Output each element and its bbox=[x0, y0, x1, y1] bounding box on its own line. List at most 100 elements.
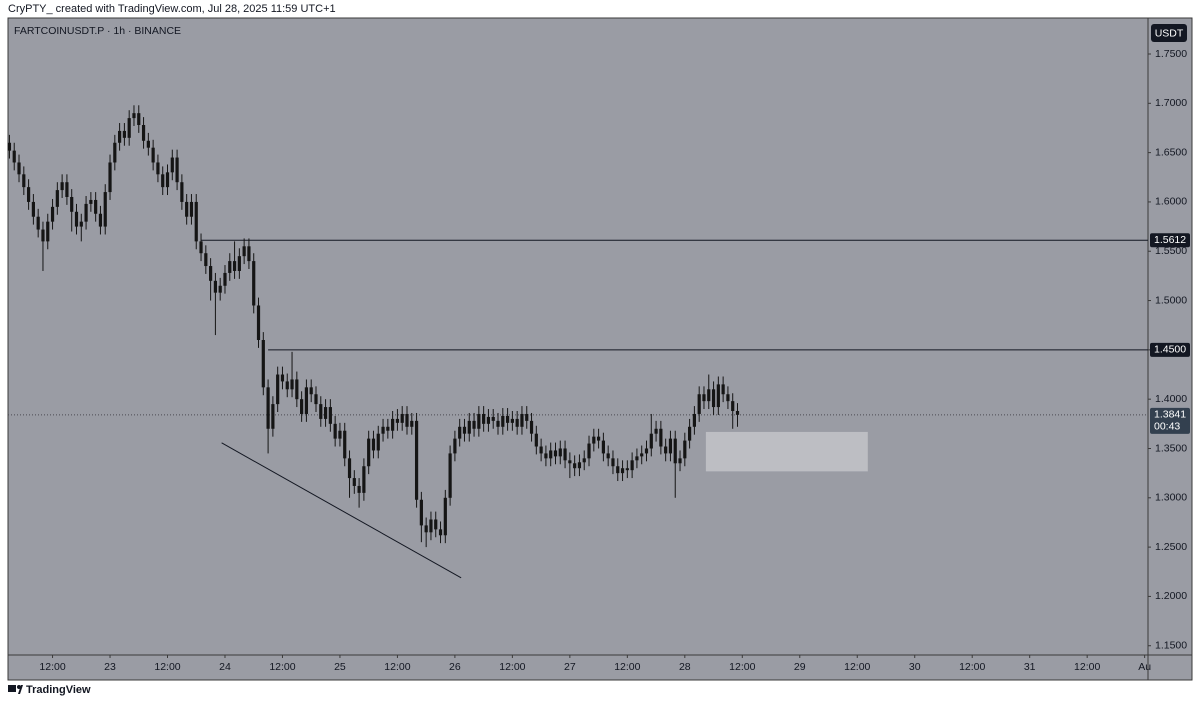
candle-body bbox=[611, 458, 615, 467]
candle-body bbox=[46, 221, 50, 242]
candle-body bbox=[103, 192, 107, 227]
candle-body bbox=[659, 428, 663, 447]
candle-body bbox=[630, 460, 634, 471]
candle-body bbox=[204, 253, 208, 267]
candle-body bbox=[544, 453, 548, 459]
y-tick-label: 1.7500 bbox=[1155, 48, 1187, 60]
y-tick-label: 1.2500 bbox=[1155, 541, 1187, 553]
candle-body bbox=[199, 241, 203, 254]
candle-body bbox=[482, 413, 486, 424]
candle-body bbox=[434, 519, 438, 530]
candle-body bbox=[113, 142, 117, 163]
candle-body bbox=[549, 450, 553, 459]
candle-body bbox=[735, 411, 740, 415]
x-tick-label: 24 bbox=[219, 661, 231, 673]
candle-body bbox=[232, 261, 237, 271]
candle-body bbox=[596, 436, 601, 441]
candle-body bbox=[319, 404, 323, 419]
candle-body bbox=[649, 433, 653, 449]
level-badge bbox=[1150, 342, 1190, 357]
candle-body bbox=[175, 157, 179, 183]
x-tick-label: 29 bbox=[794, 661, 806, 673]
candle-body bbox=[664, 446, 668, 454]
candle-body bbox=[328, 407, 332, 424]
candle-body bbox=[247, 246, 251, 262]
candle-body bbox=[94, 199, 98, 214]
candle-body bbox=[443, 497, 447, 536]
y-tick-label: 1.3500 bbox=[1155, 442, 1187, 454]
candle-body bbox=[118, 130, 122, 143]
last-price-badge bbox=[1150, 407, 1190, 434]
candle-body bbox=[453, 438, 457, 454]
candle-body bbox=[290, 379, 294, 390]
candle-body bbox=[683, 440, 687, 459]
logo-part bbox=[18, 685, 23, 694]
candle-body bbox=[146, 140, 150, 148]
candle-body bbox=[122, 130, 126, 138]
y-tick-label: 1.2000 bbox=[1155, 590, 1187, 602]
candle-body bbox=[285, 381, 289, 390]
candle-body bbox=[563, 448, 567, 461]
candle-body bbox=[376, 433, 380, 451]
y-tick-label: 1.1500 bbox=[1155, 640, 1187, 652]
x-tick-label: 28 bbox=[679, 661, 691, 673]
candle-body bbox=[462, 426, 467, 434]
candle-body bbox=[50, 206, 55, 222]
candle-body bbox=[424, 525, 428, 533]
x-tick-label: 12:00 bbox=[499, 661, 525, 673]
candle-body bbox=[635, 456, 639, 461]
candle-body bbox=[458, 426, 462, 439]
candle-body bbox=[673, 438, 677, 464]
level-label: 1.4500 bbox=[1154, 344, 1186, 356]
candle-body bbox=[644, 448, 649, 454]
candle-body bbox=[448, 453, 452, 498]
x-tick-label: 12:00 bbox=[844, 661, 870, 673]
x-tick-label: 12:00 bbox=[154, 661, 180, 673]
candle-body bbox=[338, 430, 342, 439]
chart-background bbox=[7, 17, 1193, 681]
y-tick-label: 1.6000 bbox=[1155, 196, 1187, 208]
candle-body bbox=[467, 420, 471, 434]
candle-body bbox=[26, 187, 31, 202]
candle-body bbox=[405, 413, 409, 427]
candle-body bbox=[261, 340, 265, 388]
candle-body bbox=[395, 418, 400, 423]
candle-body bbox=[726, 394, 730, 402]
candle-body bbox=[141, 125, 146, 141]
candle-body bbox=[721, 384, 725, 395]
last-price-label: 1.3841 bbox=[1154, 409, 1186, 421]
brand-name: TradingView bbox=[26, 684, 91, 696]
candle-body bbox=[496, 420, 500, 427]
candle-body bbox=[242, 246, 246, 257]
candle-body bbox=[7, 142, 12, 151]
candle-body bbox=[300, 399, 304, 414]
x-tick-label: 23 bbox=[104, 661, 116, 673]
candle-body bbox=[180, 182, 184, 202]
candle-body bbox=[89, 199, 93, 204]
candle-body bbox=[209, 266, 213, 281]
candle-body bbox=[12, 150, 16, 163]
candle-body bbox=[333, 423, 337, 439]
x-tick-label: 27 bbox=[564, 661, 576, 673]
candle-body bbox=[515, 418, 519, 427]
candle-body bbox=[711, 389, 716, 408]
candle-body bbox=[419, 499, 423, 526]
candle-body bbox=[400, 413, 404, 423]
currency-label: USDT bbox=[1155, 27, 1184, 39]
candle-body bbox=[510, 418, 514, 423]
currency-badge bbox=[1151, 24, 1187, 42]
candle-body bbox=[692, 413, 696, 427]
candle-body bbox=[132, 113, 136, 119]
candle-body bbox=[520, 413, 524, 427]
candle-body bbox=[553, 450, 558, 457]
x-tick-label: Au bbox=[1138, 661, 1151, 673]
candle-body bbox=[151, 147, 155, 163]
candle-body bbox=[539, 446, 543, 454]
y-tick-label: 1.5000 bbox=[1155, 294, 1187, 306]
x-tick-label: 12:00 bbox=[1074, 661, 1100, 673]
candle-body bbox=[156, 162, 160, 175]
candle-body bbox=[352, 478, 356, 486]
candle-body bbox=[79, 221, 83, 227]
candle-body bbox=[98, 213, 103, 227]
